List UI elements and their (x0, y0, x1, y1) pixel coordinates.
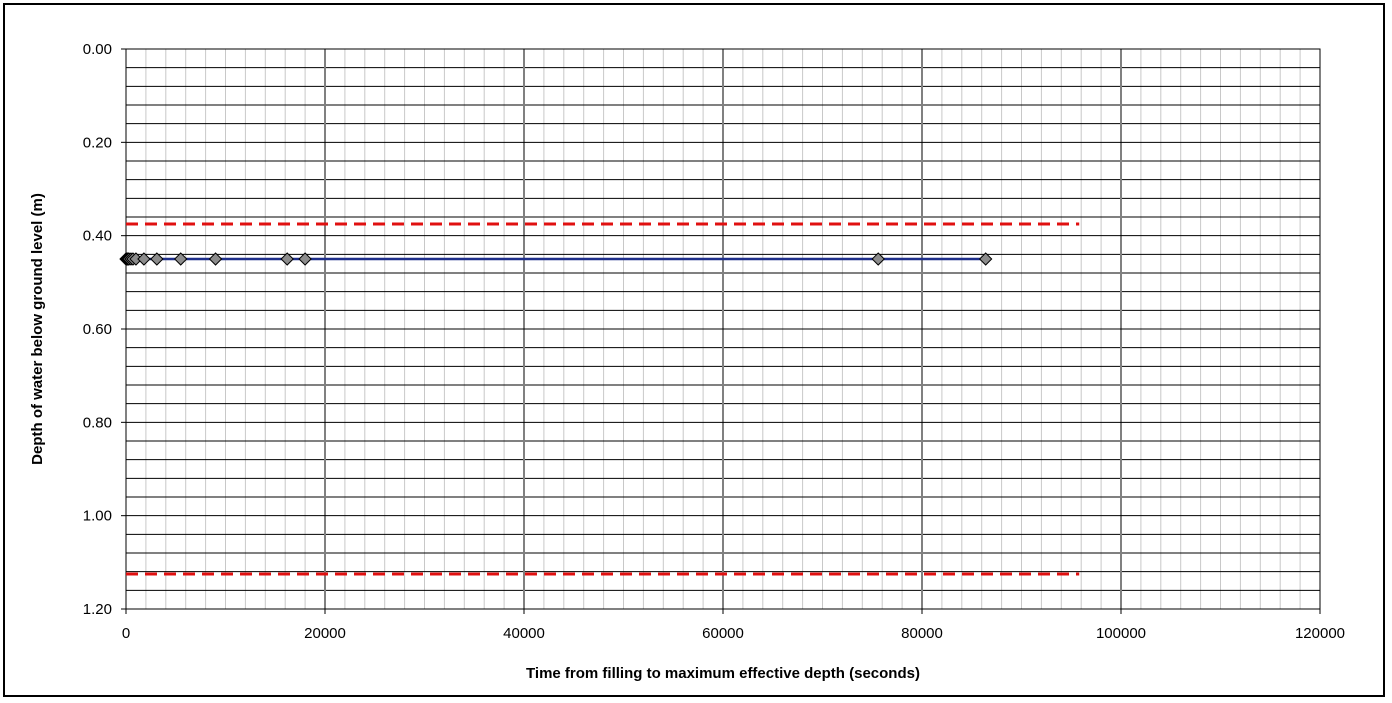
y-axis-ticks: 0.00 0.20 0.40 0.60 0.80 1.00 1.20 (83, 41, 126, 618)
y-tick-label: 1.20 (83, 601, 112, 618)
data-point (174, 252, 188, 266)
data-point (978, 252, 993, 266)
x-tick-label: 60000 (702, 625, 744, 642)
x-tick-label: 120000 (1295, 625, 1345, 642)
x-tick-label: 80000 (901, 625, 943, 642)
data-point (298, 252, 312, 266)
y-tick-label: 1.00 (83, 508, 112, 525)
x-tick-label: 40000 (503, 625, 545, 642)
x-tick-label: 20000 (304, 625, 346, 642)
data-point (280, 252, 294, 266)
y-tick-label: 0.20 (83, 134, 112, 151)
x-axis-label: Time from filling to maximum effective d… (526, 665, 920, 682)
y-tick-label: 0.80 (83, 414, 112, 431)
x-tick-label: 100000 (1096, 625, 1146, 642)
x-axis-ticks: 0 20000 40000 60000 80000 100000 120000 (122, 609, 1345, 642)
y-tick-label: 0.60 (83, 321, 112, 338)
x-tick-label: 0 (122, 625, 130, 642)
data-point (150, 252, 164, 266)
y-axis-label: Depth of water below ground level (m) (29, 193, 46, 465)
y-tick-label: 0.00 (83, 41, 112, 58)
data-point (871, 252, 885, 266)
series-layer (119, 222, 1080, 576)
y-tick-label: 0.40 (83, 228, 112, 245)
major-grid (126, 49, 1320, 609)
data-point (137, 252, 151, 266)
data-point (208, 252, 223, 266)
chart-frame (3, 3, 1385, 697)
